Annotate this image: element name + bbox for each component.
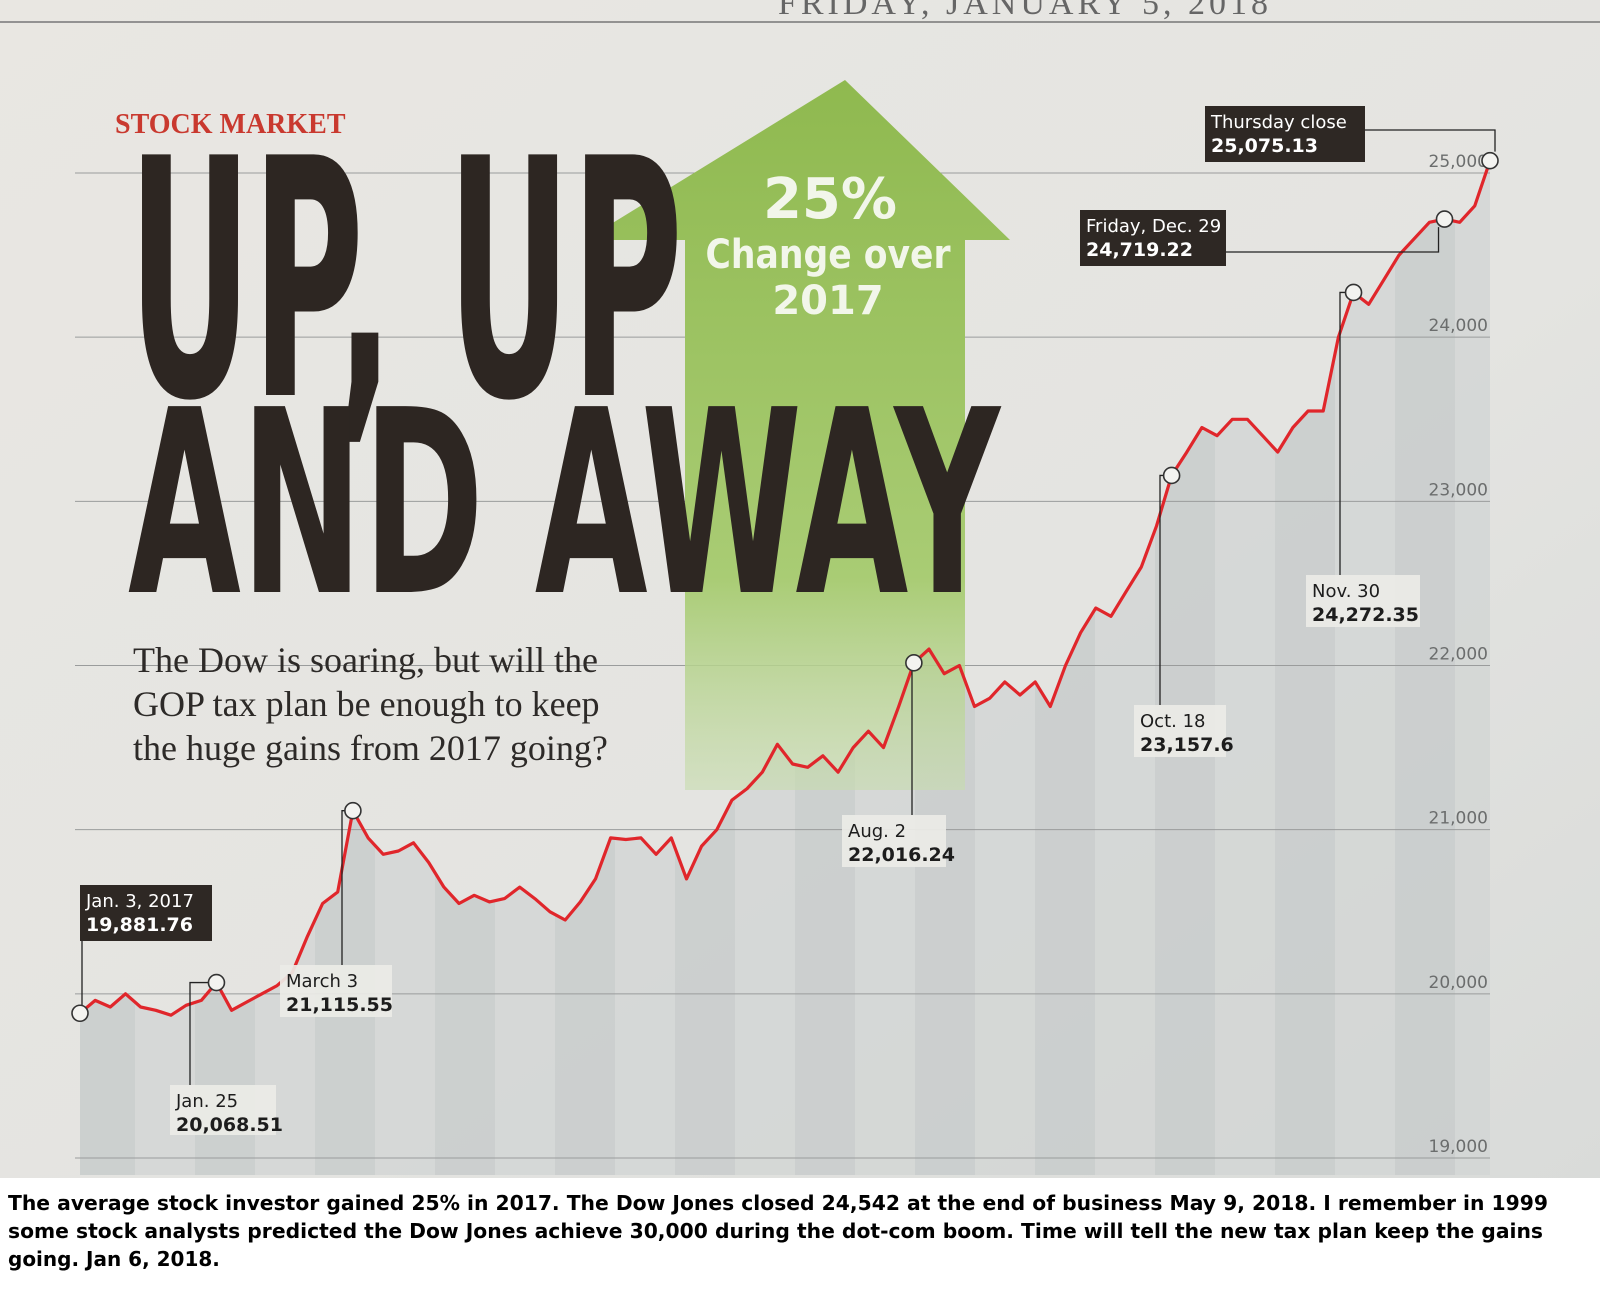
annotation-marker xyxy=(1162,466,1181,485)
callout-value: 24,272.35 xyxy=(1312,604,1419,626)
leader-line xyxy=(1365,129,1496,152)
callout-value: 22,016.24 xyxy=(848,844,955,866)
callout-box xyxy=(280,965,392,1017)
callout-label: March 3 xyxy=(286,971,358,992)
y-tick-label: 22,000 xyxy=(1429,645,1488,665)
callout-box xyxy=(842,815,946,867)
callout-value: 23,157.6 xyxy=(1140,734,1234,756)
section-label: STOCK MARKET xyxy=(115,109,346,140)
caption: The average stock investor gained 25% in… xyxy=(8,1191,1548,1215)
line-layer xyxy=(78,160,1492,1017)
callout-value: 20,068.51 xyxy=(176,1114,283,1136)
arrow-text: 2017 xyxy=(772,278,883,324)
callout-value: 21,115.55 xyxy=(286,994,393,1016)
headline: UP, UP xyxy=(128,89,683,473)
caption: going. Jan 6, 2018. xyxy=(8,1247,220,1271)
annotation-marker xyxy=(1435,210,1454,228)
area-layer xyxy=(80,160,1490,1175)
deck: The Dow is soaring, but will the xyxy=(133,640,598,680)
leader-line xyxy=(189,981,217,1085)
deck: GOP tax plan be enough to keep xyxy=(133,684,600,724)
annotation-marker xyxy=(905,654,923,672)
annotation-marker xyxy=(1344,283,1363,302)
callout-box xyxy=(1080,210,1226,266)
y-tick-label: 21,000 xyxy=(1429,809,1488,829)
callout-value: 25,075.13 xyxy=(1211,135,1318,157)
area xyxy=(80,160,1490,1175)
annotation-marker xyxy=(1481,151,1499,170)
callout-box xyxy=(1205,106,1365,162)
callout-box xyxy=(1134,705,1226,757)
callout-label: Jan. 25 xyxy=(175,1091,238,1112)
leader-line xyxy=(1226,227,1440,253)
callout-label: Nov. 30 xyxy=(1312,581,1380,602)
callout-value: 19,881.76 xyxy=(86,914,193,936)
callout-box xyxy=(1306,575,1420,627)
callout-label: Aug. 2 xyxy=(848,821,906,842)
data-line xyxy=(78,160,1492,1017)
grid-layer: 19,000 20,000 21,000 22,000 23,000 24,000 25,0… xyxy=(75,152,1490,1159)
arrow xyxy=(585,80,1010,790)
callout-box xyxy=(170,1085,276,1135)
y-tick-label: 23,000 xyxy=(1429,480,1488,500)
y-tick-label: 19,000 xyxy=(1429,1137,1488,1157)
arrow-text: Change over xyxy=(706,232,951,278)
callout-label: Thursday close xyxy=(1210,112,1347,133)
callout-label: Jan. 3, 2017 xyxy=(85,891,194,912)
callout-box xyxy=(80,885,212,941)
annotation-marker xyxy=(344,801,362,820)
caption: some stock analysts predicted the Dow Jo… xyxy=(8,1219,1543,1243)
y-tick-label: 24,000 xyxy=(1429,316,1488,336)
callout-value: 24,719.22 xyxy=(1086,239,1193,261)
deck: the huge gains from 2017 going? xyxy=(133,728,608,768)
callout-label: Oct. 18 xyxy=(1140,711,1205,732)
dateline: FRIDAY, JANUARY 5, 2018 xyxy=(778,0,1272,22)
annotation-marker xyxy=(71,1004,89,1023)
y-tick-label: 20,000 xyxy=(1429,973,1488,993)
arrow-percent: 25% xyxy=(763,167,897,232)
y-tick-label: 25,000 xyxy=(1429,152,1488,172)
callout-label: Friday, Dec. 29 xyxy=(1086,216,1221,237)
headline: AND AWAY xyxy=(128,356,1002,653)
caption-area xyxy=(0,1178,1600,1300)
annotation-marker xyxy=(207,973,226,992)
